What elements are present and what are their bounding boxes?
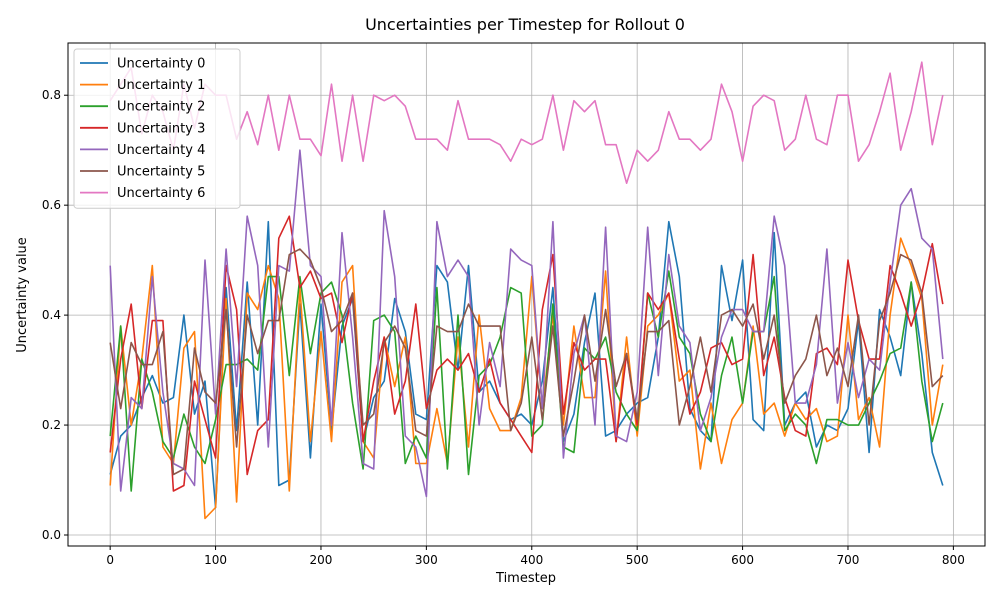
y-tick-label: 0.8 [42,88,61,102]
series-line-1 [109,237,944,520]
legend: Uncertainty 0 Uncertainty 1 Uncertainty 2 U… [73,48,241,209]
x-tick-label: 400 [520,553,543,567]
series-line-2 [109,270,944,492]
series-line-0 [109,220,944,509]
series-layer [109,61,944,520]
legend-label: Uncertainty 6 [117,186,205,201]
x-tick-label: 700 [837,553,860,567]
x-tick-label: 300 [415,553,438,567]
x-tick-label: 0 [106,553,114,567]
plot-frame [67,42,986,547]
x-tick-label: 600 [731,553,754,567]
series-line-3 [109,215,944,492]
y-tick-label: 0.0 [42,528,61,542]
series-line-6 [109,61,944,184]
legend-label: Uncertainty 5 [117,165,205,180]
legend-label: Uncertainty 1 [117,78,205,93]
x-tick-label: 500 [626,553,649,567]
y-tick-label: 0.4 [42,308,61,322]
series-line-5 [109,248,944,476]
x-tick-label: 100 [204,553,227,567]
x-tick-label: 800 [942,553,965,567]
y-tick-label: 0.6 [42,198,61,212]
legend-box [73,48,241,209]
legend-label: Uncertainty 0 [117,57,205,72]
x-axis-label: Timestep [495,571,556,586]
y-axis-label: Uncertainty value [15,237,30,353]
legend-label: Uncertainty 4 [117,143,205,158]
y-tick-label: 0.2 [42,418,61,432]
legend-label: Uncertainty 3 [117,121,205,136]
series-line-4 [109,149,944,498]
chart-title: Uncertainties per Timestep for Rollout 0 [365,15,685,34]
ticks: 0 100 200 300 400 500 600 700 800 0.0 0.2 0.4 0.6 0.8 [42,88,965,567]
legend-label: Uncertainty 2 [117,100,205,115]
x-tick-label: 200 [310,553,333,567]
